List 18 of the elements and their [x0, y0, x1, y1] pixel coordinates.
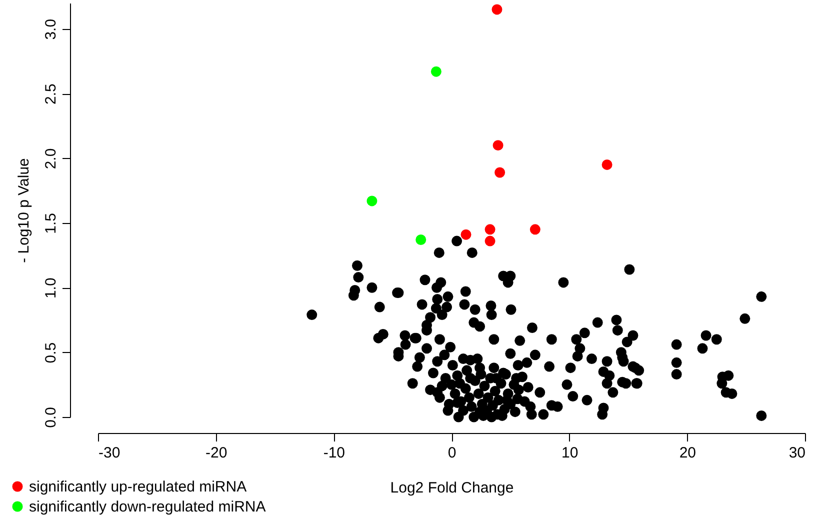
- x-tick-label: -30: [98, 444, 120, 462]
- legend-label: significantly up-regulated miRNA: [29, 478, 247, 496]
- y-tick-label: 2.5: [42, 84, 60, 104]
- y-tick-label: 2.0: [42, 148, 60, 170]
- x-axis-title: Log2 Fold Change: [390, 480, 514, 496]
- x-tick-label: 30: [788, 444, 806, 462]
- y-tick-label: 1.5: [42, 213, 60, 234]
- y-axis-title: - Log10 p Value: [16, 158, 32, 263]
- y-tick-label: 1.0: [42, 278, 60, 299]
- y-tick-label: 0.0: [42, 407, 60, 428]
- x-tick-label: -20: [205, 444, 228, 462]
- y-tick-label: 3.0: [42, 18, 60, 40]
- y-tick-label: 0.5: [42, 342, 60, 364]
- x-tick-label: -10: [323, 444, 346, 462]
- legend-label: significantly down-regulated miRNA: [29, 498, 266, 516]
- x-tick-label: 20: [679, 444, 696, 462]
- x-tick-label: 0: [448, 444, 456, 462]
- x-tick-label: 10: [561, 444, 578, 462]
